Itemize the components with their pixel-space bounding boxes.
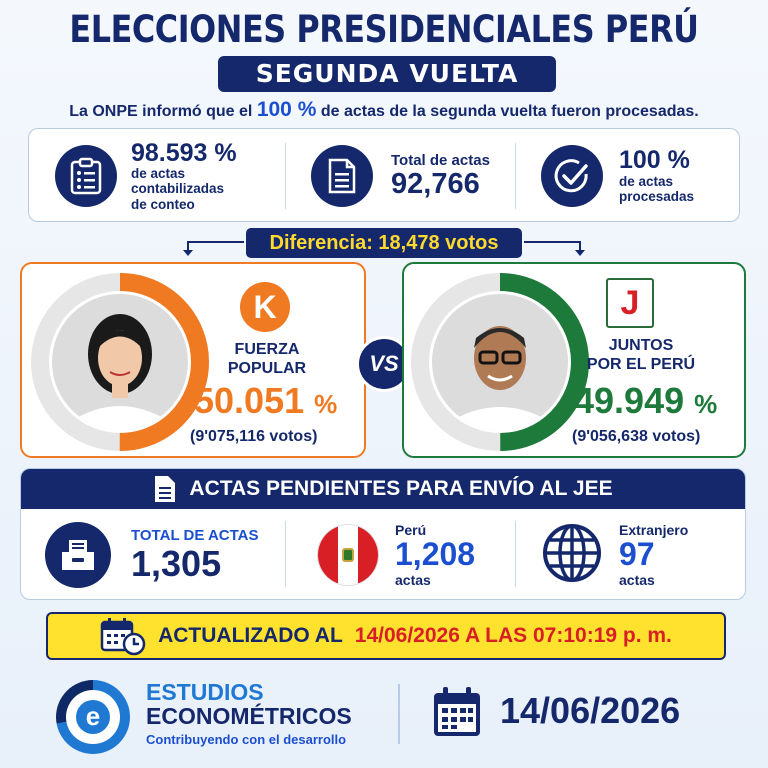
stat-counted: 98.593 % de actas contabilizadas de cont… bbox=[55, 129, 237, 223]
pending-total: TOTAL DE ACTAS 1,305 bbox=[45, 509, 259, 599]
stat-counted-label-1: de actas bbox=[131, 165, 186, 181]
divider bbox=[285, 143, 286, 209]
clipboard-icon bbox=[55, 145, 117, 207]
pending-abroad: Extranjero 97 actas bbox=[541, 509, 689, 599]
brand-tagline: Contribuyendo con el desarrollo bbox=[146, 732, 347, 748]
pending-abroad-value: 97 bbox=[619, 536, 655, 573]
footer: e ESTUDIOS ECONOMÉTRICOS Contribuyendo c… bbox=[0, 668, 768, 768]
stat-total: Total de actas 92,766 bbox=[311, 129, 490, 223]
estudios-econometricos-logo: e bbox=[56, 680, 130, 754]
candidate-card-fuerza-popular: K FUERZA POPULAR 50.051 % (9'075,116 vot… bbox=[20, 262, 366, 458]
intro-text: La ONPE informó que el 100 % de actas de… bbox=[0, 98, 768, 122]
stat-total-value: 92,766 bbox=[391, 168, 480, 201]
party-name-line-2: POPULAR bbox=[227, 360, 307, 378]
party-name-juntos-por-el-peru: JUNTOS POR EL PERÚ bbox=[576, 336, 706, 374]
pending-peru-unit: actas bbox=[395, 571, 431, 588]
votes-fuerza-popular: (9'075,116 votos) bbox=[190, 428, 318, 445]
inbox-tray-icon bbox=[45, 522, 111, 588]
round-badge: SEGUNDA VUELTA bbox=[218, 56, 556, 92]
votes-juntos-por-el-peru: (9'056,638 votos) bbox=[572, 428, 701, 445]
pending-peru-value: 1,208 bbox=[395, 536, 476, 573]
juntos-por-el-peru-logo: J bbox=[606, 278, 654, 328]
pending-peru: Perú 1,208 actas bbox=[317, 509, 476, 599]
checkmark-icon bbox=[541, 145, 603, 207]
update-banner: ACTUALIZADO AL 14/06/2026 A LAS 07:10:19… bbox=[46, 612, 726, 660]
calendar-clock-icon bbox=[100, 618, 146, 656]
brand-block: ESTUDIOS ECONOMÉTRICOS Contribuyendo con… bbox=[146, 680, 352, 747]
difference-arrows bbox=[183, 241, 585, 256]
percent-value: 49.949 bbox=[574, 380, 685, 421]
stat-processed: 100 % de actas procesadas bbox=[541, 129, 694, 223]
pending-total-value: 1,305 bbox=[131, 542, 222, 584]
stat-counted-value: 98.593 % bbox=[131, 138, 237, 167]
stat-processed-label-2: procesadas bbox=[619, 189, 695, 205]
party-name-fuerza-popular: FUERZA POPULAR bbox=[212, 340, 322, 378]
candidate-card-juntos-por-el-peru: J JUNTOS POR EL PERÚ 49.949 % (9'056,638… bbox=[402, 262, 746, 458]
footer-date: 14/06/2026 bbox=[500, 690, 681, 731]
pending-total-label: TOTAL DE ACTAS bbox=[131, 526, 259, 544]
update-datetime: 14/06/2026 A LAS 07:10:19 p. m. bbox=[354, 624, 672, 647]
intro-pre: La ONPE informó que el bbox=[69, 103, 253, 120]
peru-flag-icon bbox=[317, 524, 379, 586]
pending-header: ACTAS PENDIENTES PARA ENVÍO AL JEE bbox=[21, 469, 745, 509]
party-name-line-2: POR EL PERÚ bbox=[586, 356, 696, 374]
brand-line-2: ECONOMÉTRICOS bbox=[146, 703, 352, 730]
difference-row: Diferencia: 18,478 votos bbox=[0, 228, 768, 258]
percent-value: 50.051 bbox=[194, 380, 305, 421]
document-icon bbox=[155, 476, 176, 502]
stat-processed-value: 100 % bbox=[619, 146, 690, 175]
fuerza-popular-logo: K bbox=[240, 282, 290, 332]
percent-symbol: % bbox=[314, 389, 338, 419]
stat-counted-label-2: contabilizadas bbox=[131, 181, 225, 197]
divider bbox=[285, 521, 286, 587]
stat-total-label: Total de actas bbox=[391, 152, 490, 170]
calendar-icon bbox=[434, 687, 480, 736]
percent-juntos-por-el-peru: 49.949 % bbox=[574, 380, 717, 422]
stats-card: 98.593 % de actas contabilizadas de cont… bbox=[28, 128, 740, 222]
stat-counted-label-3: de conteo bbox=[131, 196, 195, 212]
pending-card: ACTAS PENDIENTES PARA ENVÍO AL JEE TOTAL… bbox=[20, 468, 746, 600]
document-icon bbox=[311, 145, 373, 207]
pending-peru-label: Perú bbox=[395, 522, 427, 539]
logo-letter-e: e bbox=[76, 700, 110, 734]
globe-icon bbox=[541, 522, 603, 589]
brand-line-1: ESTUDIOS bbox=[146, 679, 264, 705]
intro-post: de actas de la segunda vuelta fueron pro… bbox=[320, 103, 699, 120]
stat-processed-label-1: de actas bbox=[619, 173, 674, 189]
intro-highlight: 100 % bbox=[256, 98, 317, 121]
candidate-photo-fuerza-popular bbox=[31, 273, 209, 452]
candidate-photo-juntos-por-el-peru bbox=[411, 272, 590, 451]
percent-symbol: % bbox=[694, 389, 718, 419]
update-prefix: ACTUALIZADO AL bbox=[158, 624, 343, 647]
divider bbox=[515, 143, 516, 209]
difference-badge: Diferencia: 18,478 votos bbox=[246, 228, 522, 258]
party-name-line-1: FUERZA bbox=[234, 341, 300, 358]
divider bbox=[398, 684, 400, 744]
percent-fuerza-popular: 50.051 % bbox=[194, 380, 337, 422]
party-name-line-1: JUNTOS bbox=[608, 337, 674, 354]
divider bbox=[515, 521, 516, 587]
pending-title: ACTAS PENDIENTES PARA ENVÍO AL JEE bbox=[189, 477, 613, 500]
pending-abroad-unit: actas bbox=[619, 571, 655, 588]
pending-abroad-label: Extranjero bbox=[619, 522, 689, 539]
